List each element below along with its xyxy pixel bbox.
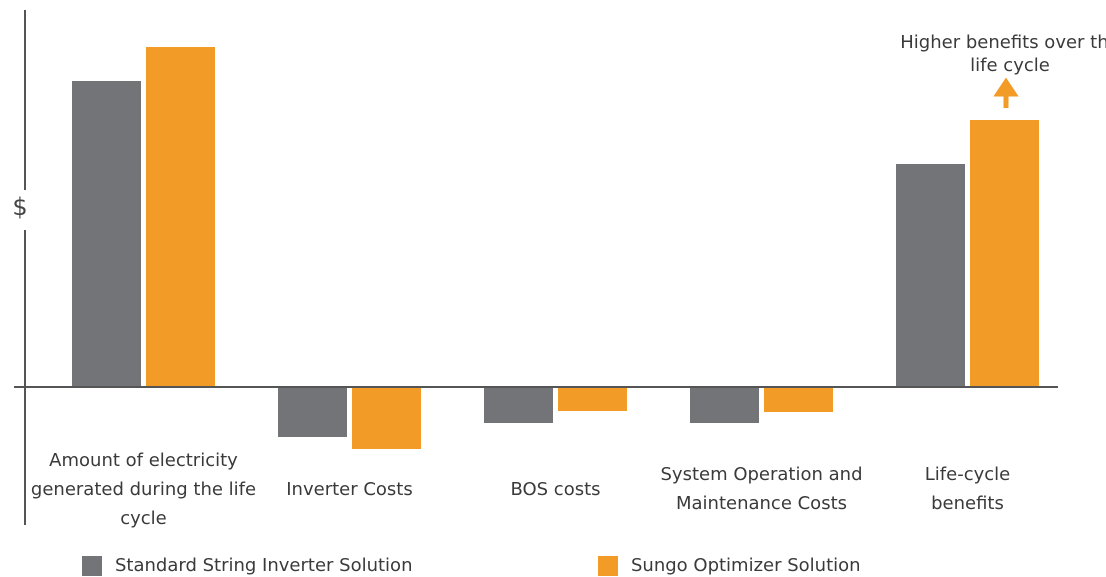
x-tick-label: Amount of electricity generated during t… xyxy=(30,449,257,529)
legend-label: Standard String Inverter Solution xyxy=(115,555,413,576)
bar xyxy=(146,47,215,387)
arrow xyxy=(993,77,1019,108)
legend-swatch xyxy=(82,556,102,576)
annotation: Higher benefits over the life cycle xyxy=(900,32,1106,76)
x-tick-label: Life-cycle benefits xyxy=(924,464,1011,514)
bar xyxy=(72,81,141,387)
bar xyxy=(896,164,965,387)
bar xyxy=(690,387,759,423)
bar xyxy=(764,387,833,412)
x-tick-label: BOS costs xyxy=(510,478,601,500)
legend-swatch xyxy=(598,556,618,576)
bar xyxy=(278,387,347,437)
bar xyxy=(970,120,1039,387)
x-tick-label: System Operation and Maintenance Costs xyxy=(660,464,863,514)
bar xyxy=(352,387,421,449)
axis-gap xyxy=(10,190,40,230)
x-tick-label: Inverter Costs xyxy=(286,478,413,500)
bar xyxy=(484,387,553,423)
y-axis-label: $ xyxy=(12,193,27,221)
legend-label: Sungo Optimizer Solution xyxy=(631,555,861,576)
bar xyxy=(558,387,627,411)
